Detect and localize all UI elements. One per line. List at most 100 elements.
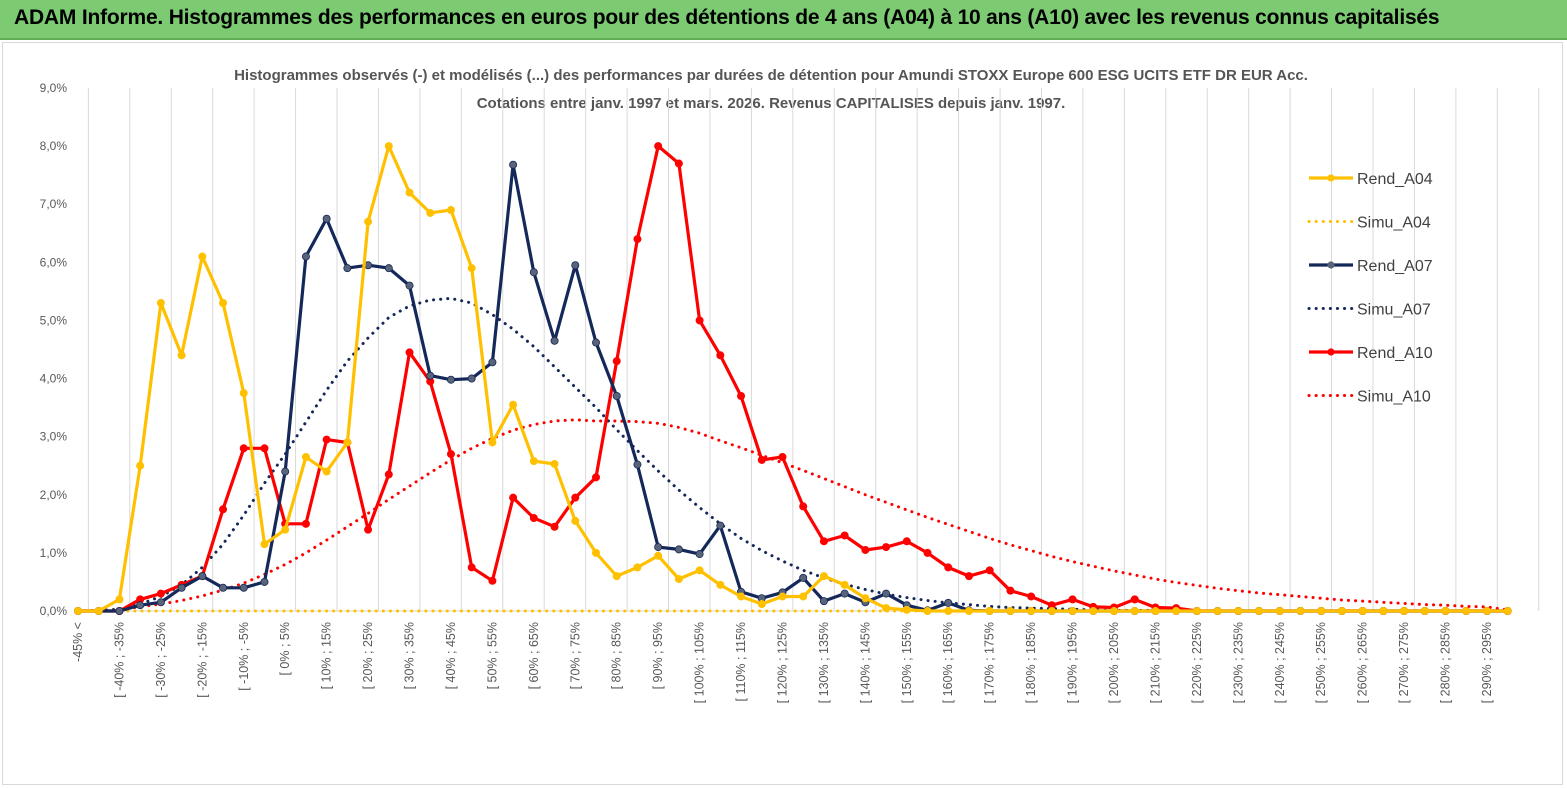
data-point-rend-a07 — [612, 391, 621, 400]
data-point-rend-a04 — [446, 206, 455, 215]
data-point-rend-a04 — [695, 566, 704, 575]
series-lines — [74, 142, 1512, 616]
data-point-rend-a04 — [944, 607, 953, 616]
data-point-rend-a07 — [136, 601, 145, 610]
data-point-rend-a04 — [301, 453, 310, 462]
x-tick-label: [ -20% ; -15% — [195, 622, 209, 698]
legend-marker — [1327, 174, 1335, 182]
legend: Rend_A04 Simu_A04 Rend_A07 Simu_A07 Rend_A10… — [1307, 171, 1433, 406]
data-point-rend-a07 — [695, 550, 704, 559]
data-point-rend-a04 — [1234, 607, 1243, 616]
data-point-rend-a07 — [654, 543, 663, 552]
data-point-rend-a04 — [633, 563, 642, 572]
data-point-rend-a04 — [861, 594, 870, 603]
legend-marker — [1327, 348, 1335, 356]
data-point-rend-a04 — [1420, 607, 1429, 616]
data-point-rend-a10 — [1027, 592, 1036, 601]
x-tick-label: [ 290% ; 295% — [1480, 622, 1494, 703]
data-point-rend-a04 — [1296, 607, 1305, 616]
data-point-rend-a07 — [405, 281, 414, 290]
data-point-rend-a04 — [778, 592, 787, 601]
x-tick-label: -45% < — [71, 622, 85, 662]
x-tick-label: [ 250% ; 255% — [1314, 622, 1328, 703]
data-point-rend-a04 — [509, 400, 518, 409]
data-point-rend-a04 — [1503, 607, 1512, 616]
data-point-rend-a07 — [219, 583, 228, 592]
x-tick-label: [ 60% ; 65% — [527, 622, 541, 689]
data-point-rend-a10 — [716, 351, 725, 360]
data-point-rend-a04 — [1358, 607, 1367, 616]
data-point-rend-a04 — [488, 438, 497, 447]
data-point-rend-a04 — [177, 351, 186, 360]
data-point-rend-a07 — [592, 338, 601, 347]
data-point-rend-a07 — [840, 589, 849, 598]
chart-frame — [2, 42, 1563, 785]
data-point-rend-a04 — [198, 252, 207, 261]
legend-label: Rend_A04 — [1357, 171, 1433, 188]
x-tick-label: [ 190% ; 195% — [1066, 622, 1080, 703]
data-point-rend-a04 — [1462, 607, 1471, 616]
data-point-rend-a04 — [716, 580, 725, 589]
data-point-rend-a04 — [985, 607, 994, 616]
x-tick-label: [ 140% ; 145% — [858, 622, 872, 703]
x-tick-label: [ 160% ; 165% — [941, 622, 955, 703]
x-tick-label: [ 120% ; 125% — [775, 622, 789, 703]
data-point-rend-a10 — [467, 563, 476, 572]
data-point-rend-a07 — [260, 577, 269, 586]
data-point-rend-a07 — [322, 214, 331, 223]
x-tick-label: [ 110% ; 115% — [734, 622, 748, 701]
legend-label: Rend_A07 — [1357, 258, 1433, 275]
data-point-rend-a10 — [799, 502, 808, 511]
data-point-rend-a04 — [467, 264, 476, 273]
x-tick-label: [ -40% ; -35% — [112, 622, 126, 698]
chart-title-line1: Histogrammes observés (-) et modélisés (… — [234, 67, 1308, 84]
data-point-rend-a07 — [446, 375, 455, 384]
data-point-rend-a04 — [1379, 607, 1388, 616]
data-point-rend-a10 — [571, 493, 580, 502]
data-point-rend-a10 — [674, 159, 683, 168]
data-point-rend-a07 — [177, 583, 186, 592]
data-point-rend-a04 — [1130, 607, 1139, 616]
x-tick-label: [ 100% ; 105% — [693, 622, 707, 703]
data-point-rend-a04 — [1089, 607, 1098, 616]
x-tick-label: [ 270% ; 275% — [1397, 622, 1411, 703]
x-tick-label: [ 20% ; 25% — [361, 622, 375, 689]
data-point-rend-a10 — [239, 444, 248, 453]
data-point-rend-a04 — [115, 595, 124, 604]
data-point-rend-a04 — [1110, 607, 1119, 616]
data-point-rend-a04 — [654, 551, 663, 560]
data-point-rend-a07 — [716, 521, 725, 530]
data-point-rend-a07 — [799, 573, 808, 582]
data-point-rend-a07 — [115, 607, 124, 616]
x-tick-label: [ 210% ; 215% — [1148, 622, 1162, 703]
data-point-rend-a10 — [861, 545, 870, 554]
x-tick-label: [ 180% ; 185% — [1024, 622, 1038, 703]
legend-label: Rend_A10 — [1357, 345, 1433, 362]
data-point-rend-a04 — [94, 607, 103, 616]
data-point-rend-a07 — [488, 358, 497, 367]
data-point-rend-a07 — [281, 467, 290, 476]
data-point-rend-a10 — [509, 493, 518, 502]
chart-title-line2: Cotations entre janv. 1997 et mars. 2026… — [477, 95, 1066, 112]
data-point-rend-a10 — [1130, 595, 1139, 604]
x-axis: -45% < [ -40% ; -35% [ -30% ; -25% [ -20% ;… — [71, 622, 1494, 703]
data-point-rend-a07 — [343, 264, 352, 273]
data-point-rend-a10 — [964, 572, 973, 581]
data-point-rend-a07 — [467, 374, 476, 383]
data-point-rend-a04 — [405, 188, 414, 197]
data-point-rend-a04 — [737, 592, 746, 601]
data-point-rend-a07 — [944, 598, 953, 607]
data-point-rend-a04 — [1441, 607, 1450, 616]
data-point-rend-a10 — [592, 473, 601, 482]
data-point-rend-a04 — [612, 572, 621, 581]
y-tick-label: 9,0% — [40, 81, 68, 95]
data-point-rend-a04 — [281, 525, 290, 534]
x-tick-label: [ 130% ; 135% — [817, 622, 831, 703]
y-axis: 0,0% 1,0% 2,0% 3,0% 4,0% 5,0% 6,0% 7,0% 8,0% 9,0% — [40, 81, 68, 618]
data-point-rend-a10 — [902, 537, 911, 546]
data-point-rend-a04 — [239, 389, 248, 398]
x-tick-label: [ 10% ; 15% — [320, 622, 334, 689]
data-point-rend-a04 — [1151, 607, 1160, 616]
data-point-rend-a07 — [156, 598, 165, 607]
